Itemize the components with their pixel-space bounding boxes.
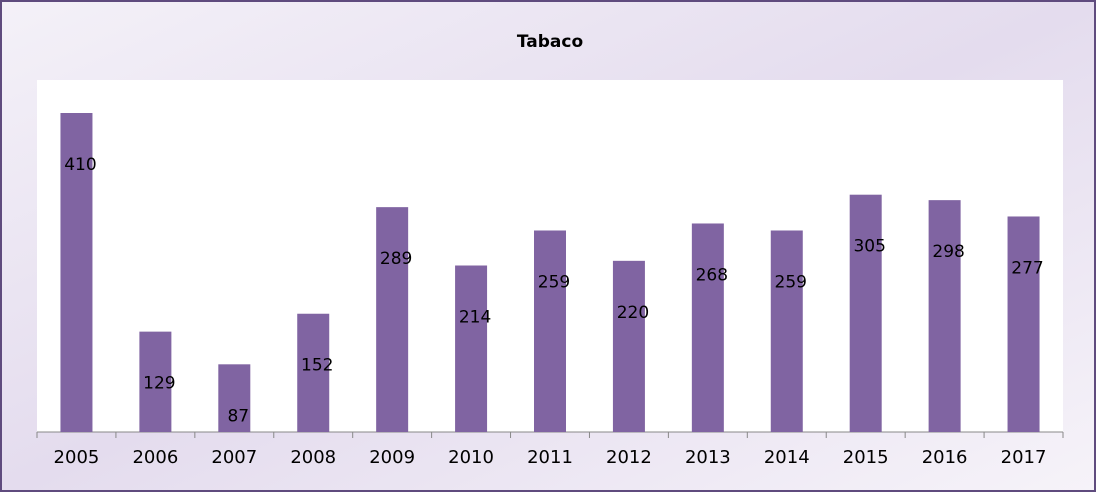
data-label: 152	[301, 356, 333, 376]
data-label: 129	[143, 374, 175, 394]
bar	[770, 230, 803, 432]
x-tick-label: 2016	[922, 447, 968, 468]
bar	[534, 230, 566, 432]
x-tick-label: 2015	[843, 447, 889, 468]
x-tick-label: 2011	[527, 447, 573, 468]
x-tick-label: 2006	[132, 447, 178, 468]
x-tick-label: 2013	[685, 447, 731, 468]
x-tick-label: 2010	[448, 447, 494, 468]
x-tick-label: 2014	[764, 447, 810, 468]
bar	[691, 223, 724, 432]
data-label: 214	[459, 307, 491, 327]
data-label: 220	[617, 303, 649, 323]
bar	[455, 265, 488, 432]
bar	[139, 331, 172, 432]
data-label: 268	[696, 265, 728, 285]
data-label: 410	[64, 155, 96, 175]
x-tick-label: 2017	[1001, 447, 1047, 468]
data-label: 305	[853, 237, 885, 257]
bar	[297, 313, 330, 432]
x-tick-label: 2005	[54, 447, 100, 468]
bar	[376, 207, 409, 432]
data-label: 87	[227, 406, 249, 426]
data-label: 298	[932, 242, 964, 262]
x-tick-label: 2007	[211, 447, 257, 468]
bar	[60, 113, 93, 432]
bar	[928, 200, 961, 432]
chart-title: Tabaco	[517, 32, 583, 52]
bar	[218, 364, 251, 432]
x-tick-label: 2009	[369, 447, 415, 468]
x-tick-label: 2012	[606, 447, 652, 468]
bar	[1007, 216, 1040, 432]
data-label: 259	[775, 272, 807, 292]
x-tick-label: 2008	[290, 447, 336, 468]
bar	[612, 260, 645, 432]
data-label: 259	[538, 272, 570, 292]
data-label: 277	[1011, 258, 1043, 278]
data-label: 289	[380, 249, 412, 269]
bar	[849, 194, 882, 432]
